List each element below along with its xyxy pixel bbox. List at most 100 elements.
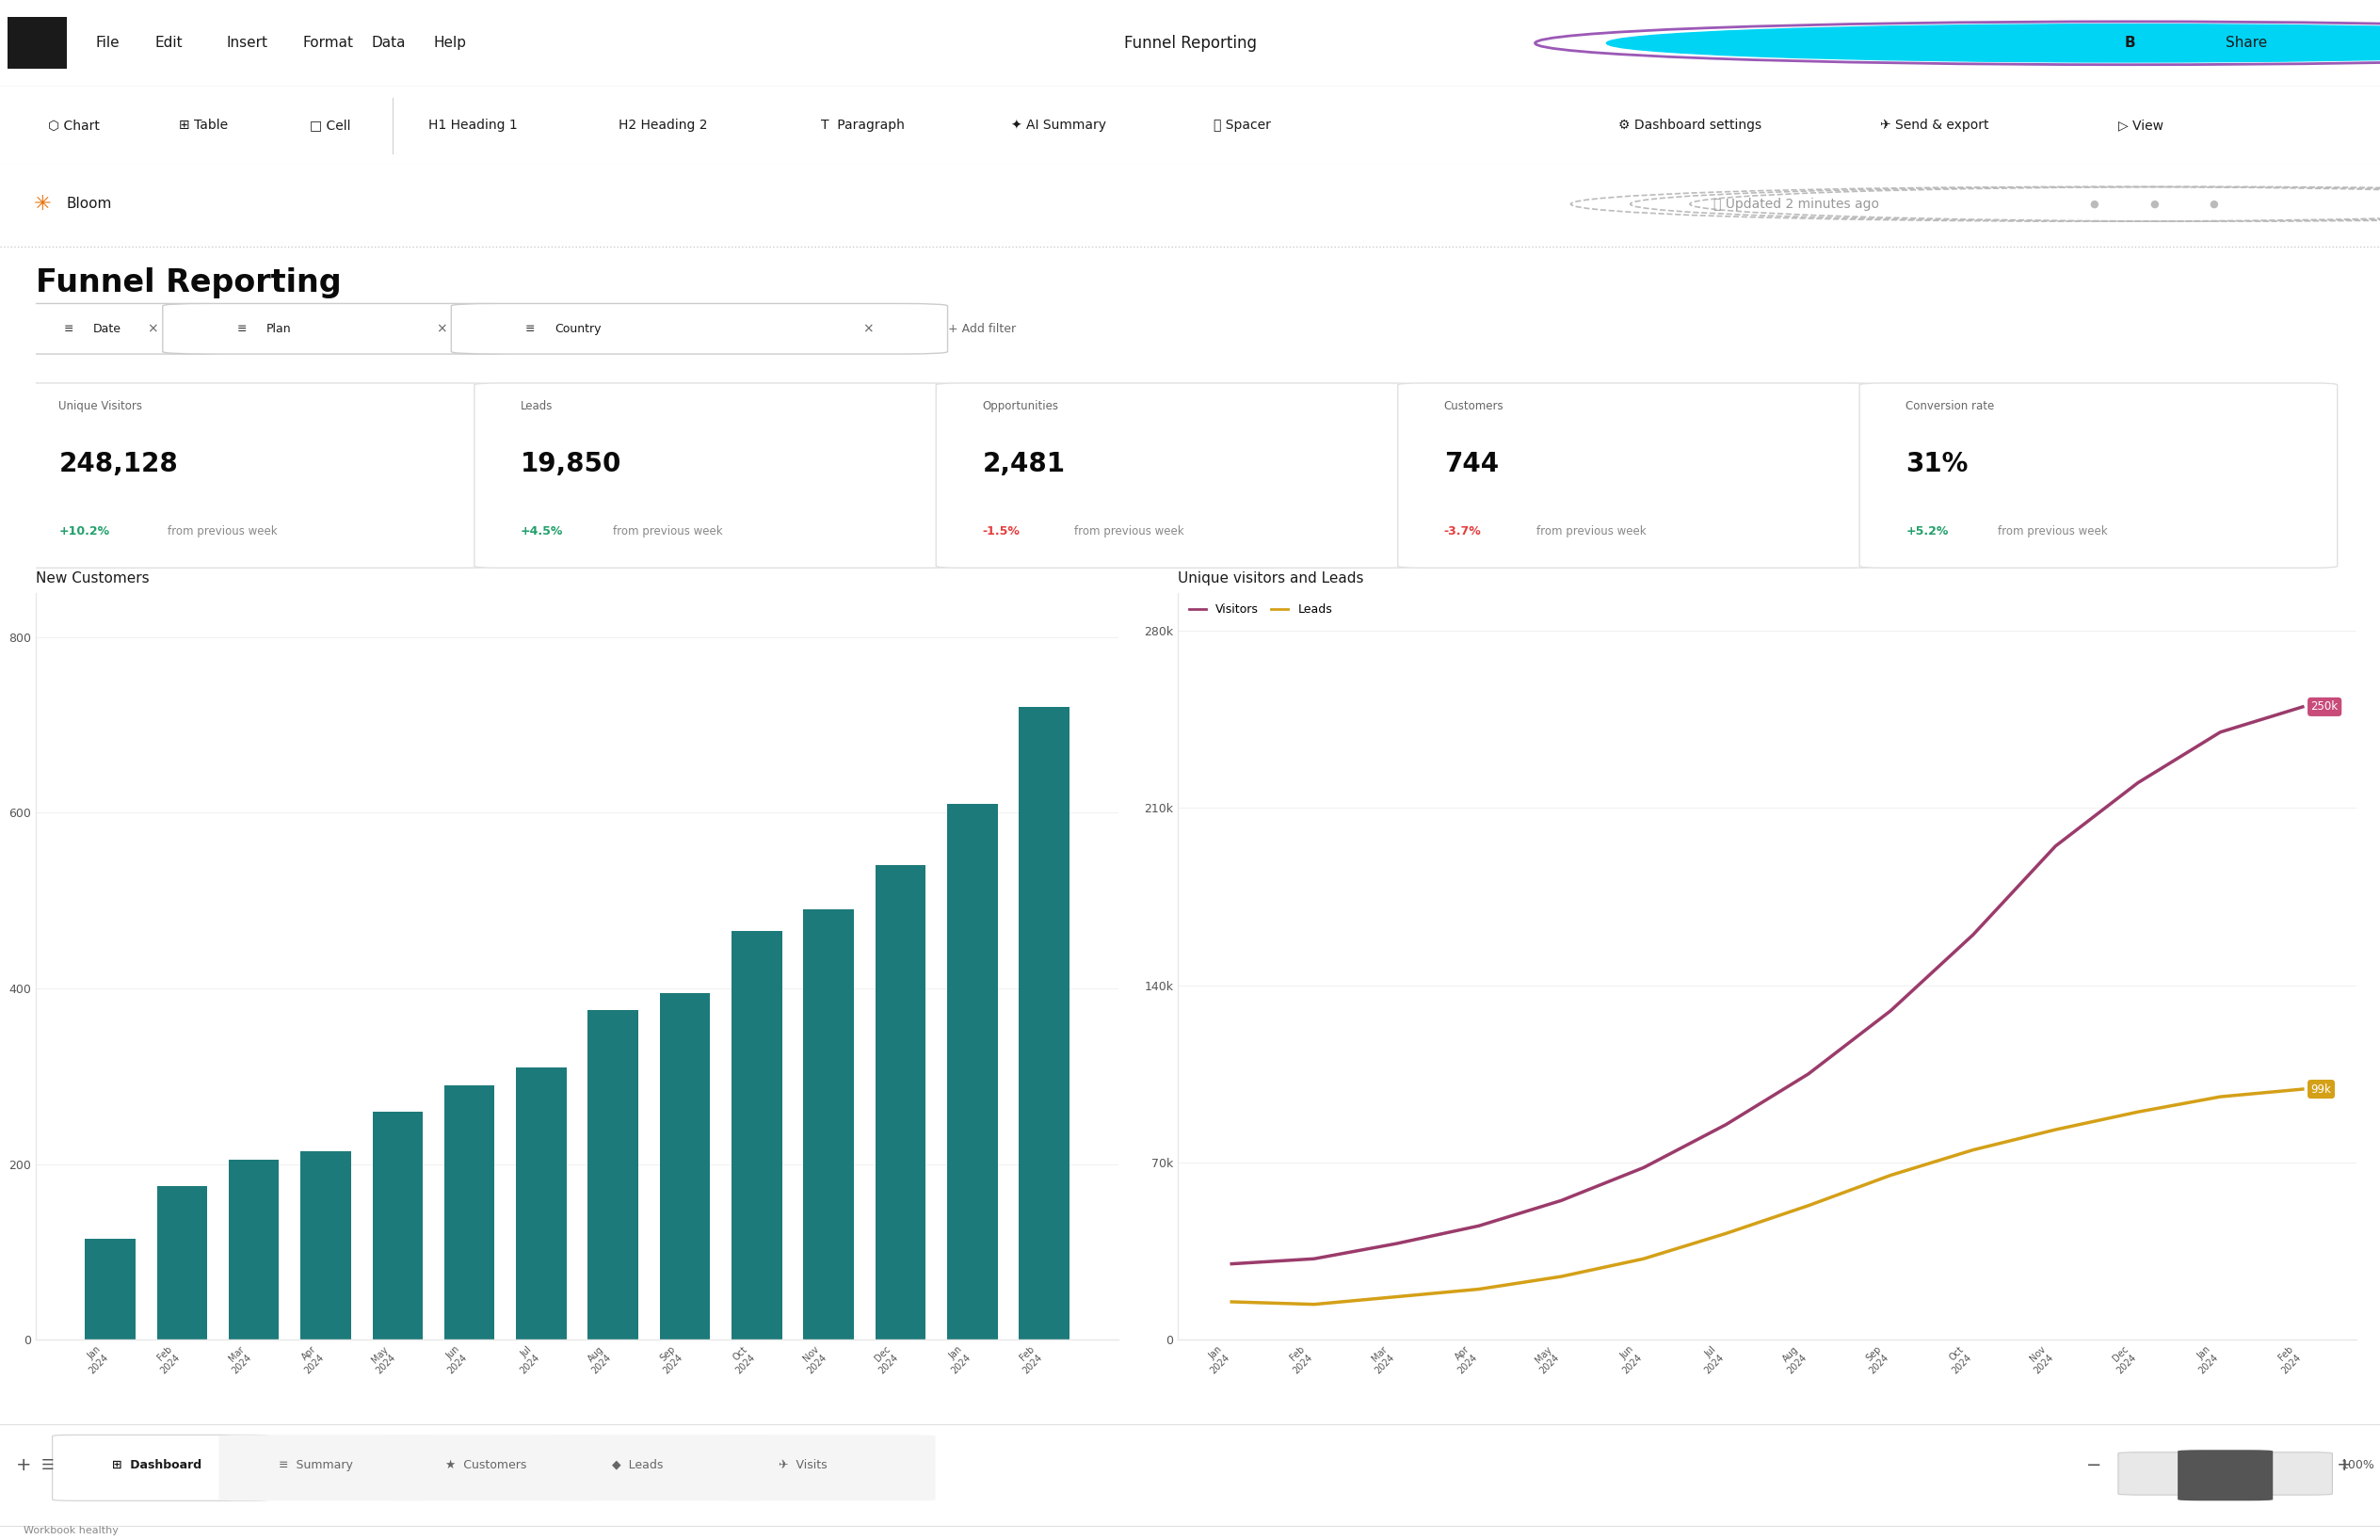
Text: ⊞ Table: ⊞ Table	[178, 119, 228, 132]
Bar	[659, 993, 709, 1340]
Text: 744: 744	[1445, 451, 1499, 477]
Bar	[445, 1086, 495, 1340]
FancyBboxPatch shape	[7, 17, 67, 69]
FancyBboxPatch shape	[52, 1435, 269, 1500]
FancyBboxPatch shape	[2118, 1452, 2332, 1495]
FancyBboxPatch shape	[474, 383, 952, 568]
FancyBboxPatch shape	[162, 303, 521, 354]
Text: +4.5%: +4.5%	[521, 525, 564, 537]
Text: Funnel Reporting: Funnel Reporting	[1123, 34, 1257, 52]
Text: Data: Data	[371, 35, 405, 51]
Text: □ Cell: □ Cell	[309, 119, 350, 132]
Bar	[300, 1150, 350, 1340]
Circle shape	[1607, 25, 2380, 62]
Text: ⥯ Spacer: ⥯ Spacer	[1214, 119, 1271, 132]
Text: Format: Format	[302, 35, 352, 51]
Text: + Add filter: + Add filter	[947, 323, 1016, 334]
Text: H1 Heading 1: H1 Heading 1	[428, 119, 516, 132]
FancyBboxPatch shape	[719, 1435, 935, 1500]
Text: 🕐 Updated 2 minutes ago: 🕐 Updated 2 minutes ago	[1714, 197, 1880, 211]
Text: ✈  Visits: ✈ Visits	[778, 1458, 826, 1471]
Text: +5.2%: +5.2%	[1906, 525, 1949, 537]
FancyBboxPatch shape	[552, 1435, 769, 1500]
Text: ≡: ≡	[64, 323, 74, 334]
Bar	[876, 865, 926, 1340]
FancyBboxPatch shape	[219, 1435, 436, 1500]
Text: B: B	[2125, 35, 2135, 51]
Text: 31%: 31%	[1906, 451, 1968, 477]
FancyBboxPatch shape	[0, 303, 231, 354]
Text: Date: Date	[93, 323, 121, 334]
Text: from previous week: from previous week	[1999, 525, 2109, 537]
Bar	[947, 804, 997, 1340]
Bar	[86, 1238, 136, 1340]
Text: +10.2%: +10.2%	[60, 525, 109, 537]
Text: ●: ●	[2209, 199, 2218, 209]
Text: ⚙ Dashboard settings: ⚙ Dashboard settings	[1618, 119, 1761, 132]
Text: ≡: ≡	[236, 323, 248, 334]
Text: -3.7%: -3.7%	[1445, 525, 1480, 537]
Text: File: File	[95, 35, 119, 51]
Text: Funnel Reporting: Funnel Reporting	[36, 268, 340, 299]
Text: ×: ×	[148, 322, 157, 336]
FancyBboxPatch shape	[386, 1435, 602, 1500]
Text: Workbook healthy: Workbook healthy	[24, 1526, 119, 1535]
FancyBboxPatch shape	[12, 383, 490, 568]
FancyBboxPatch shape	[2178, 1451, 2273, 1500]
Text: Help: Help	[433, 35, 466, 51]
Text: Share: Share	[2225, 35, 2268, 51]
Text: 248,128: 248,128	[60, 451, 178, 477]
Bar	[228, 1160, 278, 1340]
Bar	[1019, 707, 1069, 1340]
Text: 2,481: 2,481	[983, 451, 1066, 477]
Text: ≡: ≡	[526, 323, 536, 334]
Text: ⊞  Dashboard: ⊞ Dashboard	[112, 1458, 202, 1471]
Text: 100%: 100%	[2342, 1458, 2375, 1471]
Bar	[804, 909, 854, 1340]
Text: ⬡ Chart: ⬡ Chart	[48, 119, 100, 132]
Text: ✈ Send & export: ✈ Send & export	[1880, 119, 1990, 132]
FancyBboxPatch shape	[1859, 383, 2337, 568]
Text: -1.5%: -1.5%	[983, 525, 1019, 537]
Text: ✦ AI Summary: ✦ AI Summary	[1011, 119, 1107, 132]
Bar	[157, 1186, 207, 1340]
Text: Unique Visitors: Unique Visitors	[60, 400, 143, 413]
FancyBboxPatch shape	[935, 383, 1414, 568]
Text: Edit: Edit	[155, 35, 183, 51]
Text: H2 Heading 2: H2 Heading 2	[619, 119, 707, 132]
Text: ☰: ☰	[40, 1458, 55, 1472]
Text: Leads: Leads	[521, 400, 552, 413]
Text: Plan: Plan	[267, 323, 293, 334]
Text: ●: ●	[2149, 199, 2159, 209]
Text: New Customers: New Customers	[36, 571, 150, 585]
Text: ●: ●	[2090, 199, 2099, 209]
Text: ✳: ✳	[33, 194, 52, 214]
Bar	[731, 932, 783, 1340]
Text: 250k: 250k	[2311, 701, 2337, 713]
Bar	[516, 1067, 566, 1340]
Text: Unique visitors and Leads: Unique visitors and Leads	[1178, 571, 1364, 585]
Text: from previous week: from previous week	[1076, 525, 1185, 537]
FancyBboxPatch shape	[452, 303, 947, 354]
Text: −: −	[2087, 1455, 2102, 1474]
Text: ×: ×	[436, 322, 447, 336]
Text: ★  Customers: ★ Customers	[445, 1458, 526, 1471]
Text: Conversion rate: Conversion rate	[1906, 400, 1994, 413]
Text: T  Paragraph: T Paragraph	[821, 119, 904, 132]
FancyBboxPatch shape	[1397, 383, 1875, 568]
Text: +: +	[17, 1455, 31, 1474]
Text: Opportunities: Opportunities	[983, 400, 1059, 413]
Text: ◆  Leads: ◆ Leads	[612, 1458, 664, 1471]
Bar	[371, 1112, 424, 1340]
Text: from previous week: from previous week	[612, 525, 724, 537]
Text: +: +	[2337, 1455, 2351, 1474]
Text: Customers: Customers	[1445, 400, 1504, 413]
Text: Country: Country	[555, 323, 602, 334]
Text: ≡  Summary: ≡ Summary	[278, 1458, 352, 1471]
Legend: Visitors, Leads: Visitors, Leads	[1183, 599, 1338, 621]
Text: Bloom: Bloom	[67, 197, 112, 211]
Bar	[588, 1010, 638, 1340]
Text: from previous week: from previous week	[167, 525, 276, 537]
Text: ×: ×	[864, 322, 873, 336]
Text: from previous week: from previous week	[1537, 525, 1647, 537]
